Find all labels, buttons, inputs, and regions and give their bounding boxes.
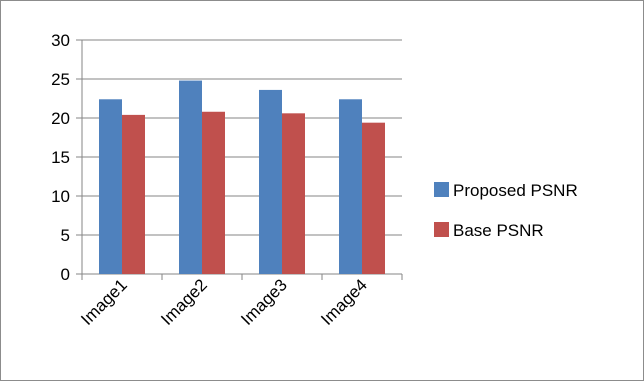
bar-base-psnr-image4 xyxy=(362,122,385,275)
y-tick-label: 30 xyxy=(51,31,70,50)
bar-base-psnr-image3 xyxy=(282,113,305,274)
legend-swatch-base-psnr xyxy=(434,222,449,237)
y-tick-label: 25 xyxy=(51,70,70,89)
y-tick-label: 20 xyxy=(51,109,70,128)
bar-proposed-psnr-image1 xyxy=(99,99,122,274)
y-tick-label: 5 xyxy=(61,226,70,245)
y-tick-label: 0 xyxy=(61,265,70,284)
y-tick-label: 15 xyxy=(51,148,70,167)
bars xyxy=(99,80,385,275)
bar-proposed-psnr-image4 xyxy=(339,99,362,274)
legend: Proposed PSNR Base PSNR xyxy=(434,181,578,240)
legend-label-proposed-psnr: Proposed PSNR xyxy=(453,181,578,200)
bar-base-psnr-image1 xyxy=(122,114,145,274)
legend-swatch-proposed-psnr xyxy=(434,182,449,197)
bar-base-psnr-image2 xyxy=(202,111,225,274)
bar-proposed-psnr-image3 xyxy=(259,89,282,274)
y-tick-label: 10 xyxy=(51,187,70,206)
legend-label-base-psnr: Base PSNR xyxy=(453,221,544,240)
bar-proposed-psnr-image2 xyxy=(179,80,202,274)
